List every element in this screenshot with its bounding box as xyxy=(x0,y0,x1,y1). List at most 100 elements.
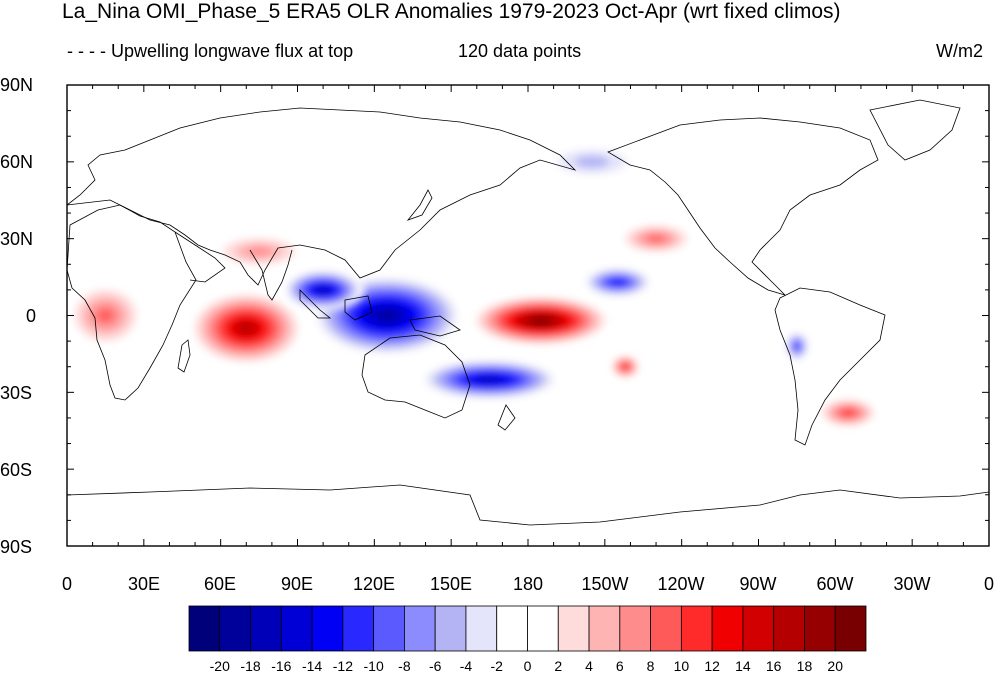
colorbar-swatch xyxy=(188,605,221,652)
coastlines xyxy=(67,99,989,526)
lon-label-30e: 30E xyxy=(127,574,161,594)
anomaly-contour xyxy=(574,155,610,168)
colorbar-label: 12 xyxy=(704,658,720,674)
anomaly-contour xyxy=(648,235,664,242)
lat-label-30n: 30N xyxy=(0,229,34,249)
coast-arabia xyxy=(174,231,226,283)
coast-borneo xyxy=(344,295,373,321)
colorbar-label: -12 xyxy=(332,658,353,674)
colorbar-swatch xyxy=(496,605,528,652)
coast-greenland xyxy=(869,99,961,161)
coast-australia xyxy=(361,334,471,419)
anomaly-contour xyxy=(794,343,800,349)
colorbar xyxy=(188,605,867,652)
colorbar-swatch xyxy=(711,605,744,652)
lon-label-0-end: 0 xyxy=(983,574,995,594)
colorbar-swatch xyxy=(250,605,282,652)
lon-label-60w: 60W xyxy=(816,574,854,594)
lon-label-90e: 90E xyxy=(280,574,314,594)
axis-ticks xyxy=(66,84,990,547)
anomaly-region xyxy=(195,295,298,362)
colorbar-swatch xyxy=(311,605,344,652)
colorbar-label: 18 xyxy=(796,658,813,674)
colorbar-label: 4 xyxy=(585,658,593,674)
lon-label-180: 180 xyxy=(512,574,544,594)
anomaly-region xyxy=(612,356,639,377)
anomaly-region xyxy=(476,297,605,344)
lat-label-30s: 30S xyxy=(0,383,33,403)
coast-africa xyxy=(67,204,197,401)
anomaly-contour xyxy=(97,309,114,322)
lon-label-30w: 30W xyxy=(893,574,931,594)
anomaly-contour xyxy=(318,287,328,293)
colorbar-swatch xyxy=(465,605,498,652)
colorbar-swatch xyxy=(804,605,836,652)
colorbar-swatch xyxy=(434,605,467,652)
colorbar-swatch xyxy=(404,605,436,652)
lon-label-0: 0 xyxy=(61,574,73,594)
anomaly-contour xyxy=(247,247,272,256)
anomaly-contour xyxy=(612,280,623,285)
anomaly-region xyxy=(74,289,137,342)
coast-northamerica xyxy=(607,117,879,296)
lon-label-90w: 90W xyxy=(739,574,777,594)
colorbar-label: 14 xyxy=(735,658,751,674)
coast-eurasia xyxy=(67,107,577,286)
colorbar-swatch xyxy=(280,605,313,652)
lat-label-eq: 0 xyxy=(26,306,37,326)
anomaly-contour xyxy=(379,311,395,320)
anomaly-contour xyxy=(481,377,498,382)
subtitle-left: - - - - Upwelling longwave flux at top xyxy=(67,41,354,61)
colorbar-label: -16 xyxy=(271,658,292,674)
colorbar-label: -18 xyxy=(240,658,261,674)
plot-title: La_Nina OMI_Phase_5 ERA5 OLR Anomalies 1… xyxy=(62,0,841,23)
anomaly-contour xyxy=(534,318,548,323)
coast-newzealand xyxy=(497,404,516,431)
colorbar-label: -6 xyxy=(428,658,442,674)
coast-japan xyxy=(406,189,433,221)
anomaly-region xyxy=(822,400,874,426)
lon-label-120w: 120W xyxy=(657,574,705,594)
coast-newguinea xyxy=(409,315,461,337)
colorbar-label: 2 xyxy=(554,658,563,674)
anomaly-region xyxy=(417,359,562,401)
colorbar-swatch xyxy=(557,605,590,652)
coast-southamerica xyxy=(774,287,886,446)
anomaly-field xyxy=(74,143,874,426)
colorbar-label: -4 xyxy=(459,658,473,674)
colorbar-swatch xyxy=(342,605,375,652)
colorbar-swatch xyxy=(588,605,621,652)
lat-label-90s: 90S xyxy=(0,537,33,557)
anomaly-region xyxy=(784,330,810,362)
colorbar-swatch xyxy=(373,605,405,652)
anomaly-region xyxy=(581,266,654,298)
colorbar-label: 8 xyxy=(646,658,655,674)
colorbar-label: -14 xyxy=(301,658,323,674)
colorbar-swatch xyxy=(527,605,559,652)
colorbar-label: 6 xyxy=(615,658,624,674)
colorbar-swatch xyxy=(219,605,251,652)
colorbar-swatch xyxy=(834,605,867,652)
coast-antarctica xyxy=(67,484,989,526)
anomaly-contour xyxy=(843,410,854,416)
units-label: W/m2 xyxy=(936,41,983,61)
colorbar-label: 20 xyxy=(827,658,844,674)
colorbar-label: -8 xyxy=(398,658,411,674)
coast-india xyxy=(249,249,293,301)
anomaly-region xyxy=(282,269,365,311)
lon-label-120e: 120E xyxy=(352,574,396,594)
colorbar-swatch xyxy=(773,605,805,652)
colorbar-label: -2 xyxy=(490,658,503,674)
colorbar-label: -10 xyxy=(363,658,384,674)
colorbar-swatch xyxy=(650,605,682,652)
anomaly-contour xyxy=(239,324,253,333)
colorbar-label: -20 xyxy=(209,658,230,674)
colorbar-label: 10 xyxy=(673,658,690,674)
colorbar-label: 16 xyxy=(765,658,782,674)
anomaly-region xyxy=(223,238,295,265)
lon-label-150w: 150W xyxy=(581,574,629,594)
lon-label-150e: 150E xyxy=(429,574,473,594)
coast-sumatra xyxy=(299,289,332,319)
